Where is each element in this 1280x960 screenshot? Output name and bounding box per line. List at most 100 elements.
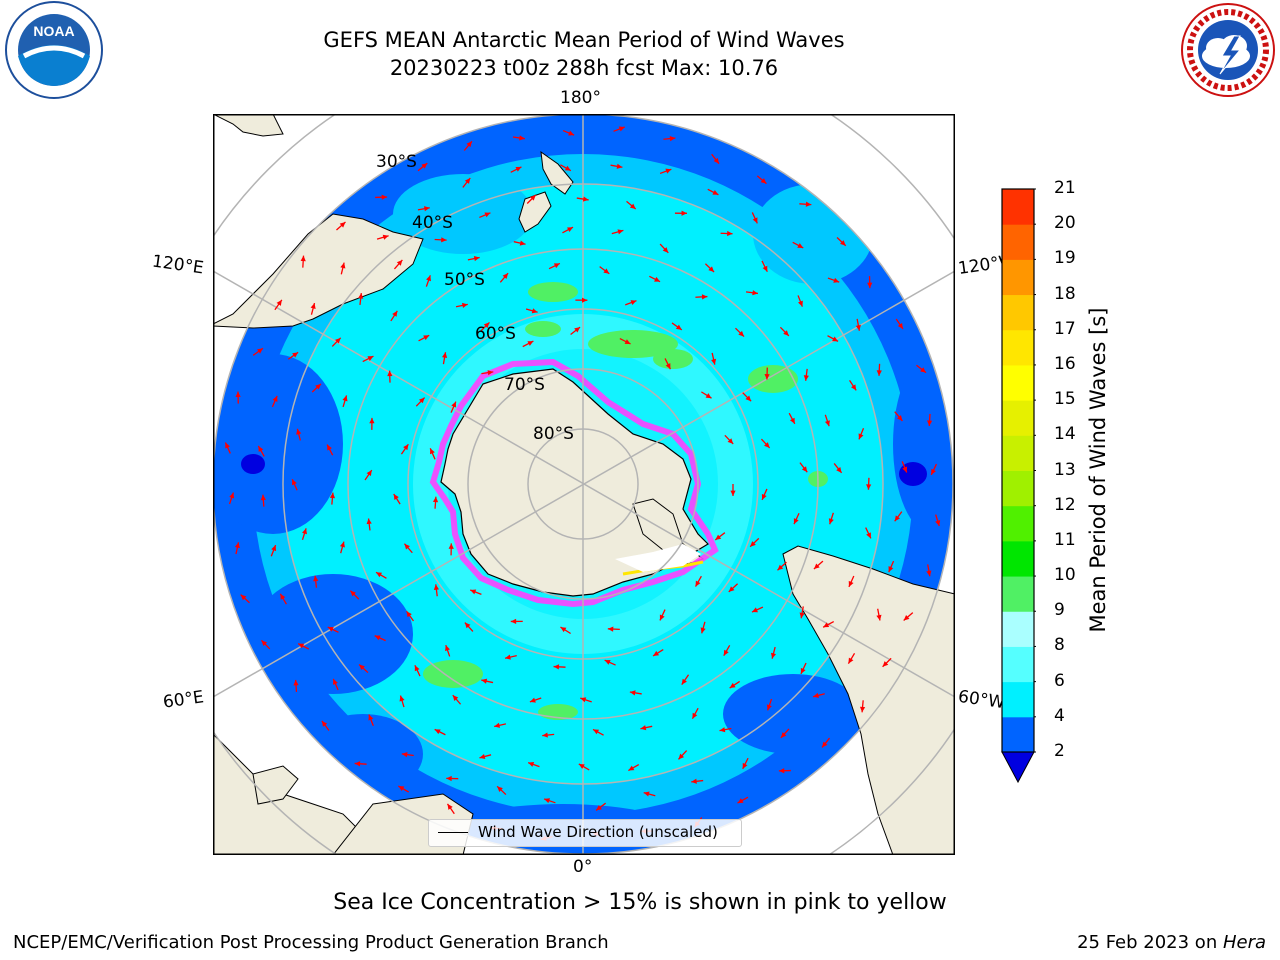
colorbar-band: [1002, 364, 1034, 401]
wind-wave-arrowhead: [727, 438, 734, 444]
wind-wave-arrowhead: [578, 763, 585, 769]
colorbar-tick-label: 15: [1054, 389, 1076, 410]
colorbar-band: [1002, 716, 1034, 753]
wind-wave-arrowhead: [502, 273, 509, 279]
wind-wave-arrowhead: [421, 163, 428, 169]
wind-wave-arrowhead: [359, 664, 365, 671]
footer-credit: NCEP/EMC/Verification Post Processing Pr…: [13, 932, 609, 953]
wind-wave-arrowhead: [783, 330, 789, 336]
chart-subtitle: 20230223 t00z 288h fcst Max: 10.76: [389, 56, 779, 80]
wind-wave-arrowhead: [483, 322, 490, 329]
wind-wave-arrowhead: [823, 622, 830, 628]
wind-wave-arrowhead: [719, 727, 726, 733]
wind-wave-arrowhead: [713, 157, 720, 164]
wind-wave-arrowhead: [801, 466, 808, 473]
wind-wave-arrowhead: [669, 135, 676, 142]
wind-wave-arrowhead: [464, 177, 471, 184]
wind-wave-arrowhead: [423, 206, 430, 212]
wind-wave-arrowhead: [473, 255, 480, 262]
wind-wave-arrowhead: [778, 768, 785, 774]
wind-wave-arrowhead: [700, 627, 706, 634]
wind-wave-arrowhead: [567, 227, 574, 233]
wind-wave-arrowhead: [441, 237, 447, 243]
wind-wave-arrowhead: [805, 201, 812, 207]
australia-landmass: [213, 213, 424, 329]
wind-wave-arrowhead: [692, 712, 698, 719]
wind-wave-arrowhead: [867, 282, 873, 289]
colorbar-tick-label: 10: [1054, 565, 1076, 586]
wind-wave-arrowhead: [931, 468, 936, 475]
wind-wave-arrowhead: [618, 126, 625, 132]
wind-wave-arrowhead: [340, 262, 346, 269]
wind-wave-arrowhead: [894, 515, 901, 522]
wind-wave-arrowhead: [593, 729, 600, 735]
wind-wave-arrowhead: [315, 383, 321, 390]
wind-wave-arrowhead: [742, 762, 748, 769]
wind-wave-arrowhead: [301, 528, 307, 535]
map-frame: [213, 114, 955, 855]
wind-wave-arrowhead: [335, 337, 341, 344]
wind-wave-arrowhead: [369, 417, 375, 424]
wind-wave-arrowhead: [665, 168, 672, 174]
map-panel: [213, 114, 955, 855]
wind-wave-arrowhead: [446, 775, 452, 782]
wind-wave-arrowhead: [401, 752, 408, 758]
wind-wave-arrowhead: [358, 293, 364, 299]
wind-wave-arrowhead: [574, 327, 581, 333]
wind-wave-arrowhead: [628, 765, 635, 771]
wind-wave-arrowhead: [519, 240, 526, 246]
wind-wave-arrowhead: [624, 339, 631, 344]
new-zealand-north: [540, 150, 574, 195]
wind-wave-arrows: [224, 126, 941, 841]
colorbar-tick-label: 2: [1054, 741, 1065, 761]
wind-wave-arrowhead: [750, 541, 756, 547]
wind-wave-arrowhead: [902, 466, 908, 473]
wind-wave-arrowhead: [896, 415, 903, 421]
wind-wave-arrowhead: [329, 492, 336, 499]
new-zealand-south: [518, 191, 552, 233]
lat-label-50s: 50°S: [444, 270, 485, 290]
wind-wave-arrowhead: [234, 542, 240, 549]
colorbar-band: [1002, 681, 1034, 718]
wind-wave-arrowhead: [760, 178, 767, 184]
wind-wave-arrowhead: [903, 614, 910, 621]
colorbar-band: [1002, 540, 1034, 577]
wind-wave-arrowhead: [229, 492, 235, 499]
colorbar-tick-label: 8: [1054, 635, 1065, 656]
wind-wave-arrowhead: [659, 614, 665, 621]
wind-wave-arrowhead: [764, 442, 770, 448]
wind-wave-arrowhead: [582, 196, 589, 202]
wind-wave-arrowhead: [701, 294, 708, 300]
wind-wave-arrowhead: [777, 564, 784, 571]
wind-wave-arrowhead: [366, 470, 372, 477]
colorbar-band: [1002, 646, 1034, 683]
wind-wave-arrowhead: [789, 417, 795, 424]
wind-wave-arrowhead: [461, 302, 468, 309]
wind-wave-arrowhead: [678, 753, 685, 760]
wind-wave-arrowhead: [484, 212, 491, 218]
wind-wave-arrowhead: [560, 627, 567, 633]
wind-wave-arrowhead: [712, 189, 719, 195]
wind-wave-arrowhead: [470, 589, 477, 595]
wind-wave-arrowhead: [926, 420, 933, 426]
wind-wave-arrowhead: [426, 275, 432, 282]
wind-wave-arrowhead: [603, 268, 610, 274]
footer-date-text: 25 Feb 2023 on: [1077, 932, 1223, 953]
wind-wave-arrowhead: [447, 803, 453, 810]
wind-wave-arrowhead: [433, 584, 440, 591]
wind-wave-arrowhead: [542, 732, 548, 738]
lat-label-40s: 40°S: [412, 213, 453, 233]
wind-wave-arrowhead: [897, 322, 903, 329]
wind-wave-arrowhead: [766, 704, 772, 711]
wind-wave-arrowhead: [799, 612, 805, 619]
colorbar-band: [1002, 294, 1034, 331]
wind-wave-arrowhead: [261, 640, 268, 647]
lat-label-70s: 70°S: [504, 375, 545, 395]
wind-wave-arrowhead: [715, 534, 722, 540]
wind-wave-arrowhead: [452, 695, 459, 701]
wind-wave-arrowhead: [737, 798, 744, 804]
wind-wave-arrowhead: [654, 276, 661, 282]
wind-wave-arrowhead: [813, 692, 820, 698]
wind-wave-arrowhead: [225, 442, 231, 449]
colorbar-tick-label: 17: [1054, 318, 1076, 339]
